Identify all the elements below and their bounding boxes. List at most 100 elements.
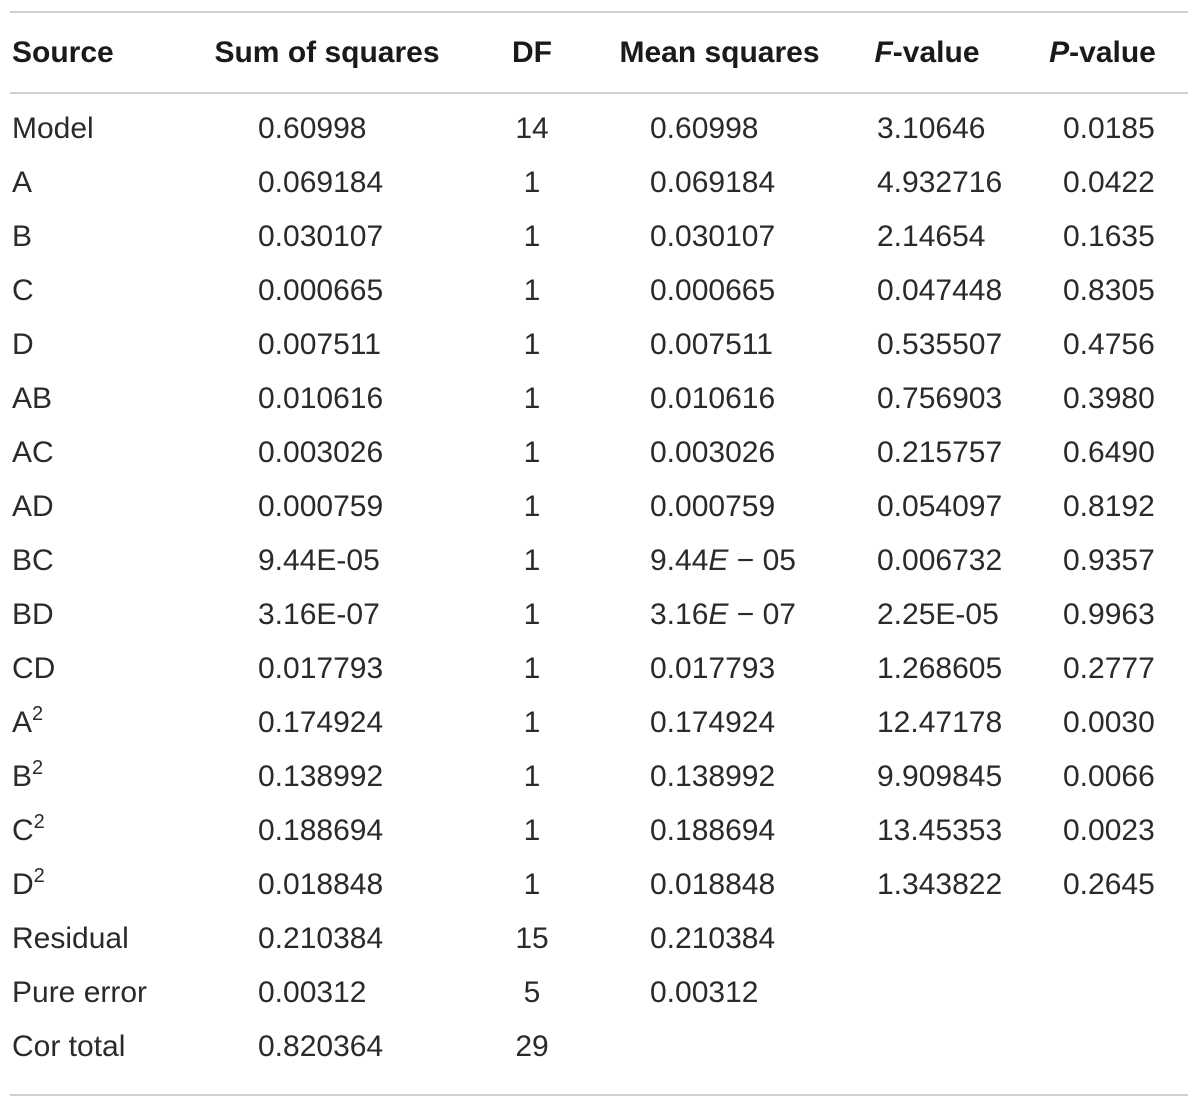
cell-f-value: 12.47178 xyxy=(877,706,1003,739)
cell-sum-of-squares: 0.00312 xyxy=(258,976,367,1009)
table-row: AD 0.000759 1 0.000759 0.054097 0.8192 xyxy=(10,480,1188,534)
cell-sum-of-squares: 0.017793 xyxy=(258,652,384,685)
cell-p-value: 0.2777 xyxy=(1063,652,1155,685)
cell-p-value: 0.0023 xyxy=(1063,814,1155,847)
cell-df: 29 xyxy=(515,1030,549,1063)
anova-table: Source Sum of squares DF Mean squares F-… xyxy=(10,13,1188,1074)
cell-source: Model xyxy=(10,92,192,156)
source-label: D xyxy=(12,328,34,361)
cell-mean-squares: 0.000759 xyxy=(602,480,837,534)
cell-mean-squares: 0.174924 xyxy=(602,696,837,750)
cell-p-value: 0.4756 xyxy=(1063,328,1155,361)
cell-f-value xyxy=(837,1020,1017,1074)
cell-f-value: 0.535507 xyxy=(877,328,1003,361)
mean-squares-value: 0.010616 xyxy=(650,382,776,415)
cell-source: AC xyxy=(10,426,192,480)
cell-source: BD xyxy=(10,588,192,642)
cell-sum-of-squares: 0.820364 xyxy=(258,1030,384,1063)
cell-source: D xyxy=(10,318,192,372)
table-row: BD 3.16E-07 1 3.16E − 07 2.25E-05 0.9963 xyxy=(10,588,1188,642)
cell-sum-of-squares: 3.16E-07 xyxy=(258,598,380,631)
cell-source: D2 xyxy=(10,858,192,912)
cell-p-value: 0.1635 xyxy=(1063,220,1155,253)
source-label: A xyxy=(12,706,33,739)
cell-mean-squares: 0.00312 xyxy=(602,966,837,1020)
mean-squares-value: 0.003026 xyxy=(650,436,776,469)
header-df: DF xyxy=(512,35,552,69)
source-label: AD xyxy=(12,490,54,523)
cell-p-value: 0.2645 xyxy=(1063,868,1155,901)
header-source: Source xyxy=(12,35,114,69)
source-label: Residual xyxy=(12,922,129,955)
cell-mean-squares: 0.010616 xyxy=(602,372,837,426)
table-row: CD 0.017793 1 0.017793 1.268605 0.2777 xyxy=(10,642,1188,696)
cell-f-value: 0.006732 xyxy=(877,544,1003,577)
source-label: AB xyxy=(12,382,53,415)
cell-p-value xyxy=(1017,966,1188,1020)
table-row: C 0.000665 1 0.000665 0.047448 0.8305 xyxy=(10,264,1188,318)
cell-p-value: 0.0030 xyxy=(1063,706,1155,739)
header-p-suffix: -value xyxy=(1069,35,1156,69)
header-f-prefix: F xyxy=(874,35,893,69)
table-row: B2 0.138992 1 0.138992 9.909845 0.0066 xyxy=(10,750,1188,804)
header-f-value: F-value xyxy=(837,13,1017,92)
cell-sum-of-squares: 0.010616 xyxy=(258,382,384,415)
cell-source: C2 xyxy=(10,804,192,858)
cell-p-value: 0.6490 xyxy=(1063,436,1155,469)
mean-squares-value: 0.000759 xyxy=(650,490,776,523)
cell-df: 1 xyxy=(523,436,541,469)
table-body: Model 0.60998 14 0.60998 3.10646 0.0185 A 0.069… xyxy=(10,92,1188,1074)
cell-source: B2 xyxy=(10,750,192,804)
cell-f-value: 13.45353 xyxy=(877,814,1003,847)
cell-df: 1 xyxy=(523,706,541,739)
cell-df: 1 xyxy=(523,274,541,307)
mean-squares-value: 0.210384 xyxy=(650,922,776,955)
mean-squares-value: 0.000665 xyxy=(650,274,776,307)
cell-mean-squares: 9.44E − 05 xyxy=(602,534,837,588)
mean-squares-value: 0.017793 xyxy=(650,652,776,685)
cell-mean-squares: 0.018848 xyxy=(602,858,837,912)
cell-p-value: 0.8305 xyxy=(1063,274,1155,307)
cell-sum-of-squares: 0.007511 xyxy=(258,328,381,361)
table-row: Pure error 0.00312 5 0.00312 xyxy=(10,966,1188,1020)
source-label: C xyxy=(12,814,34,847)
cell-source: BC xyxy=(10,534,192,588)
cell-df: 1 xyxy=(523,220,541,253)
mean-squares-value: 9.44 xyxy=(650,544,709,577)
mean-squares-value: 0.188694 xyxy=(650,814,776,847)
source-label: CD xyxy=(12,652,56,685)
cell-p-value: 0.9357 xyxy=(1063,544,1155,577)
mean-squares-value: 0.138992 xyxy=(650,760,776,793)
cell-mean-squares: 0.069184 xyxy=(602,156,837,210)
cell-f-value xyxy=(837,912,1017,966)
mean-squares-exponent-symbol: E xyxy=(708,544,729,577)
table-bottom-rule xyxy=(10,1094,1188,1096)
cell-df: 5 xyxy=(523,976,541,1009)
source-label: Model xyxy=(12,112,94,145)
mean-squares-value: 0.00312 xyxy=(650,976,759,1009)
table-row: C2 0.188694 1 0.188694 13.45353 0.0023 xyxy=(10,804,1188,858)
mean-squares-value: 0.030107 xyxy=(650,220,776,253)
cell-sum-of-squares: 0.000665 xyxy=(258,274,384,307)
source-label: B xyxy=(12,760,33,793)
table-row: AB 0.010616 1 0.010616 0.756903 0.3980 xyxy=(10,372,1188,426)
cell-sum-of-squares: 0.030107 xyxy=(258,220,384,253)
cell-mean-squares: 0.030107 xyxy=(602,210,837,264)
cell-source: A xyxy=(10,156,192,210)
cell-sum-of-squares: 0.069184 xyxy=(258,166,384,199)
cell-mean-squares: 0.210384 xyxy=(602,912,837,966)
cell-df: 14 xyxy=(515,112,549,145)
cell-p-value: 0.0185 xyxy=(1063,112,1155,145)
cell-f-value: 1.268605 xyxy=(877,652,1003,685)
cell-source: AB xyxy=(10,372,192,426)
cell-mean-squares: 0.017793 xyxy=(602,642,837,696)
table-row: BC 9.44E-05 1 9.44E − 05 0.006732 0.9357 xyxy=(10,534,1188,588)
table-header-rule xyxy=(10,92,1188,94)
source-label: B xyxy=(12,220,33,253)
source-label: A xyxy=(12,166,33,199)
source-label: BD xyxy=(12,598,54,631)
cell-f-value: 2.14654 xyxy=(877,220,986,253)
cell-f-value: 4.932716 xyxy=(877,166,1003,199)
cell-f-value: 3.10646 xyxy=(877,112,986,145)
